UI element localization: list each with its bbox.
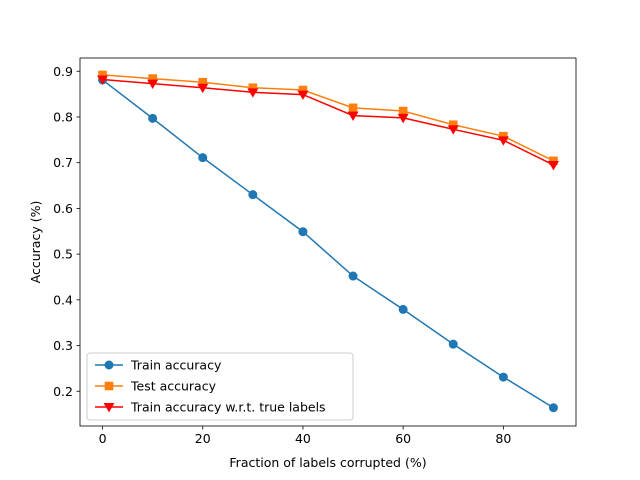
y-tick-label: 0.5: [53, 247, 73, 262]
x-axis: 0 20 40 60 80: [99, 426, 511, 446]
data-point: [448, 339, 458, 349]
data-point: [497, 136, 509, 146]
data-point: [547, 161, 559, 171]
x-tick-label: 80: [495, 431, 511, 446]
legend-item: Train accuracy w.r.t. true labels: [95, 400, 326, 415]
y-axis-label: Accuracy (%): [28, 201, 43, 284]
legend-marker: [104, 381, 114, 391]
data-point: [548, 403, 558, 413]
data-point: [297, 90, 309, 100]
legend-marker: [103, 403, 115, 413]
y-tick-label: 0.3: [53, 338, 73, 353]
data-point: [398, 304, 408, 314]
y-tick-label: 0.9: [53, 64, 73, 79]
y-tick-label: 0.7: [53, 155, 73, 170]
data-point: [198, 153, 208, 163]
x-tick-label: 20: [195, 431, 211, 446]
series-layer: [97, 70, 559, 413]
data-point: [447, 125, 459, 135]
x-tick-label: 60: [395, 431, 411, 446]
series-1: [98, 75, 558, 413]
legend-marker: [104, 360, 114, 370]
series-line: [102, 74, 554, 162]
y-tick-label: 0.4: [53, 292, 73, 307]
plot-frame: [79, 57, 577, 427]
y-axis: 0.2 0.3 0.4 0.5 0.6 0.7 0.8 0.9: [53, 64, 80, 399]
data-point: [398, 106, 408, 116]
legend-item: Train accuracy: [95, 358, 222, 373]
data-point: [148, 113, 158, 123]
y-tick-label: 0.2: [53, 384, 73, 399]
data-point: [498, 372, 508, 382]
data-point: [397, 113, 409, 124]
legend: Train accuracy Test accuracy Train accurac…: [86, 352, 354, 421]
x-tick-label: 0: [99, 431, 107, 446]
data-point: [248, 190, 258, 200]
x-axis-label: Fraction of labels corrupted (%): [229, 455, 426, 470]
data-point: [147, 79, 159, 89]
series-3: [97, 75, 559, 171]
series-line: [102, 78, 554, 166]
data-point: [347, 111, 359, 121]
legend-box: [86, 352, 354, 421]
data-point: [348, 271, 358, 281]
data-point: [298, 227, 308, 237]
y-tick-label: 0.8: [53, 109, 73, 124]
legend-item: Test accuracy: [95, 379, 217, 394]
data-point: [247, 88, 259, 98]
data-point: [348, 103, 358, 113]
legend-label: Train accuracy: [130, 358, 222, 373]
data-point: [197, 83, 209, 94]
series-line: [102, 79, 554, 409]
legend-label: Train accuracy w.r.t. true labels: [130, 400, 326, 415]
x-tick-label: 40: [295, 431, 311, 446]
legend-label: Test accuracy: [130, 379, 217, 394]
data-point: [97, 75, 109, 85]
y-tick-label: 0.6: [53, 201, 73, 216]
